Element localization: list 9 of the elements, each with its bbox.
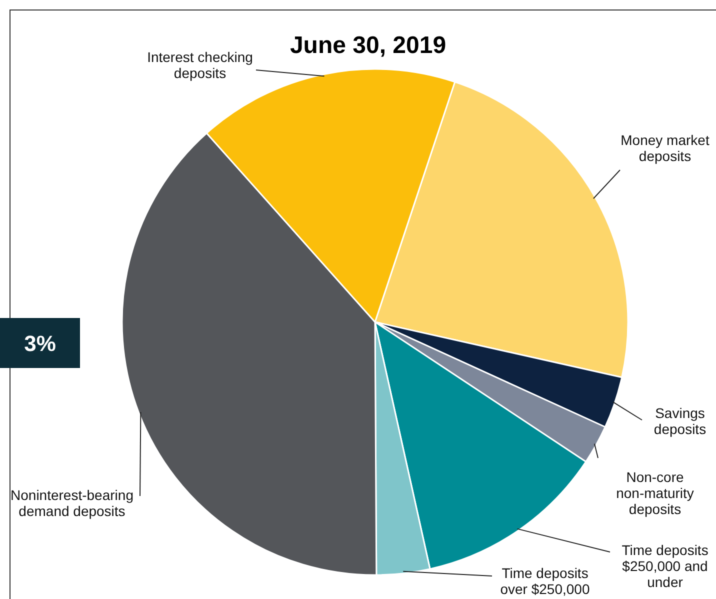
text: 3% [24, 331, 56, 356]
chart-title: June 30, 2019 [290, 32, 446, 59]
slice-label: Money market deposits [620, 132, 710, 164]
slice-label: Noninterest-bearing demand deposits [10, 487, 134, 520]
slice-label: Time deposits over $250,000 [500, 565, 590, 598]
slice-label: Interest checking deposits [147, 49, 253, 82]
slice-label: Savings deposits [654, 405, 706, 438]
slice-label: Time deposits $250,000 and under [622, 542, 708, 590]
slice-label: Non-core non-maturity deposits [616, 469, 694, 518]
